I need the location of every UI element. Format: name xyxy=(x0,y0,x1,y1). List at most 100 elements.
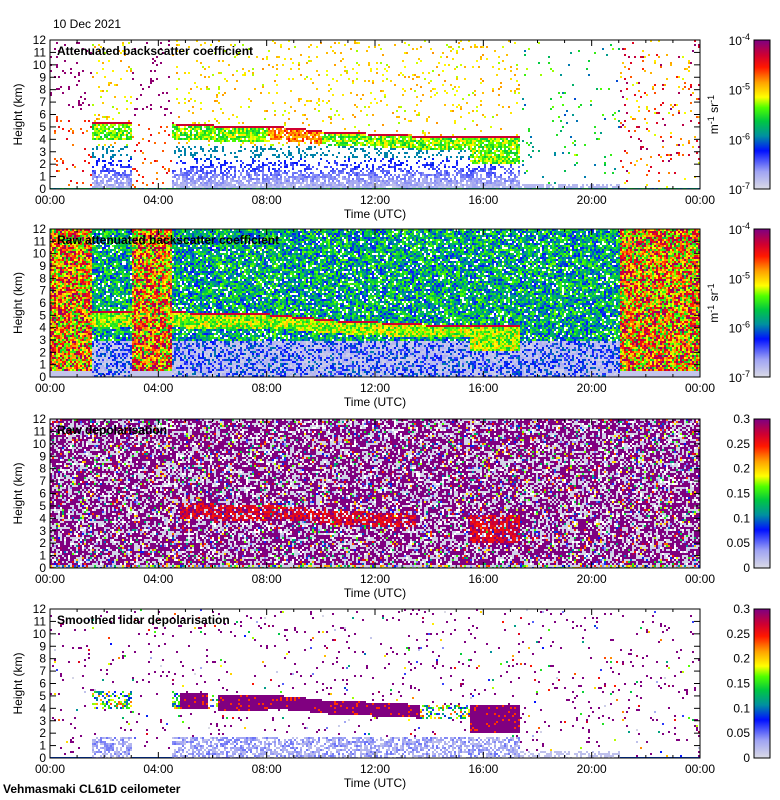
colorbar-tick-label: 10-6 xyxy=(729,131,750,147)
x-tick-label: 12:00 xyxy=(360,193,390,207)
y-tick-label: 5 xyxy=(39,499,46,513)
x-tick-label: 16:00 xyxy=(468,381,498,395)
colorbar-tick-label: 0.25 xyxy=(727,627,751,641)
panel-title: Raw attenuated backscatter coefficient xyxy=(57,233,279,247)
y-axis-label: Height (km) xyxy=(11,83,25,145)
y-tick-label: 2 xyxy=(39,157,46,171)
colorbar-tick-label: 0.2 xyxy=(733,652,750,666)
x-tick-label: 00:00 xyxy=(35,572,65,586)
x-tick-label: 08:00 xyxy=(252,381,282,395)
y-tick-label: 4 xyxy=(39,701,46,715)
y-tick-label: 6 xyxy=(39,677,46,691)
y-tick-label: 1 xyxy=(39,739,46,753)
y-tick-label: 4 xyxy=(39,321,46,335)
y-tick-label: 4 xyxy=(39,511,46,525)
y-tick-label: 12 xyxy=(33,33,47,47)
x-tick-label: 08:00 xyxy=(252,572,282,586)
y-tick-label: 12 xyxy=(33,412,47,426)
y-tick-label: 2 xyxy=(39,345,46,359)
panel-title: Raw depolarisation xyxy=(57,423,167,437)
x-tick-label: 12:00 xyxy=(360,572,390,586)
y-tick-label: 8 xyxy=(39,462,46,476)
y-tick-label: 12 xyxy=(33,602,47,616)
colorbar-tick-label: 0.25 xyxy=(727,437,751,451)
colorbar xyxy=(754,419,770,568)
y-tick-label: 3 xyxy=(39,524,46,538)
colorbar-tick-label: 0.3 xyxy=(733,602,750,616)
x-tick-label: 16:00 xyxy=(468,193,498,207)
x-tick-label: 00:00 xyxy=(35,193,65,207)
colorbar-tick-label: 0.1 xyxy=(733,701,750,715)
x-tick-label: 20:00 xyxy=(577,572,607,586)
y-tick-label: 0 xyxy=(39,561,46,575)
y-tick-label: 5 xyxy=(39,308,46,322)
date-label: 10 Dec 2021 xyxy=(53,17,122,31)
y-tick-label: 1 xyxy=(39,549,46,563)
x-tick-label: 00:00 xyxy=(35,762,65,776)
y-tick-label: 6 xyxy=(39,108,46,122)
y-tick-label: 11 xyxy=(34,234,47,248)
colorbar-unit-label: m-1 sr-1 xyxy=(706,95,721,134)
colorbar-tick-label: 0.15 xyxy=(727,677,751,691)
colorbar xyxy=(754,40,770,189)
x-tick-label: 16:00 xyxy=(468,572,498,586)
colorbar-tick-label: 10-7 xyxy=(729,369,750,385)
colorbar xyxy=(754,229,770,377)
y-axis-label: Height (km) xyxy=(11,652,25,714)
colorbar-tick-label: 0.05 xyxy=(727,726,751,740)
y-tick-label: 3 xyxy=(39,333,46,347)
y-tick-label: 1 xyxy=(39,358,46,372)
colorbar-tick-label: 10-5 xyxy=(729,270,750,286)
colorbar-tick-label: 0 xyxy=(743,751,750,765)
y-tick-label: 5 xyxy=(39,120,46,134)
y-tick-label: 3 xyxy=(39,714,46,728)
y-axis-label: Height (km) xyxy=(11,462,25,524)
heatmap-attenuated xyxy=(50,40,700,189)
x-tick-label: 00:00 xyxy=(685,193,715,207)
y-tick-label: 9 xyxy=(39,70,46,84)
y-tick-label: 7 xyxy=(39,664,46,678)
colorbar-tick-label: 0.15 xyxy=(727,487,751,501)
y-tick-label: 1 xyxy=(39,170,46,184)
y-tick-label: 12 xyxy=(33,222,47,236)
y-tick-label: 10 xyxy=(33,58,47,72)
x-tick-label: 04:00 xyxy=(143,572,173,586)
colorbar-frame xyxy=(753,608,771,759)
y-tick-label: 11 xyxy=(34,424,47,438)
x-tick-label: 20:00 xyxy=(577,193,607,207)
y-tick-label: 8 xyxy=(39,83,46,97)
x-tick-label: 12:00 xyxy=(360,762,390,776)
y-tick-label: 9 xyxy=(39,449,46,463)
colorbar-tick-label: 10-4 xyxy=(729,221,750,237)
x-tick-label: 04:00 xyxy=(143,762,173,776)
x-tick-label: 20:00 xyxy=(577,381,607,395)
x-tick-label: 00:00 xyxy=(35,381,65,395)
x-tick-label: 00:00 xyxy=(685,381,715,395)
x-tick-label: 04:00 xyxy=(143,381,173,395)
colorbar-tick-label: 0.05 xyxy=(727,536,751,550)
y-tick-label: 9 xyxy=(39,259,46,273)
y-tick-label: 7 xyxy=(39,474,46,488)
x-tick-label: 00:00 xyxy=(685,762,715,776)
colorbar-frame xyxy=(753,418,771,569)
y-tick-label: 7 xyxy=(39,95,46,109)
x-axis-label: Time (UTC) xyxy=(344,776,406,790)
panel-title: Smoothed lidar depolarisation xyxy=(57,613,230,627)
colorbar-tick-label: 0.2 xyxy=(733,462,750,476)
instrument-label: Vehmasmaki CL61D ceilometer xyxy=(3,782,181,796)
x-axis-label: Time (UTC) xyxy=(344,586,406,600)
x-axis-label: Time (UTC) xyxy=(344,207,406,221)
x-tick-label: 04:00 xyxy=(143,193,173,207)
y-tick-label: 6 xyxy=(39,487,46,501)
y-tick-label: 5 xyxy=(39,689,46,703)
y-tick-label: 10 xyxy=(33,437,47,451)
panel-title: Attenuated backscatter coefficient xyxy=(57,44,253,58)
y-tick-label: 9 xyxy=(39,639,46,653)
y-tick-label: 2 xyxy=(39,726,46,740)
y-tick-label: 8 xyxy=(39,652,46,666)
x-tick-label: 12:00 xyxy=(360,381,390,395)
y-tick-label: 10 xyxy=(33,247,47,261)
